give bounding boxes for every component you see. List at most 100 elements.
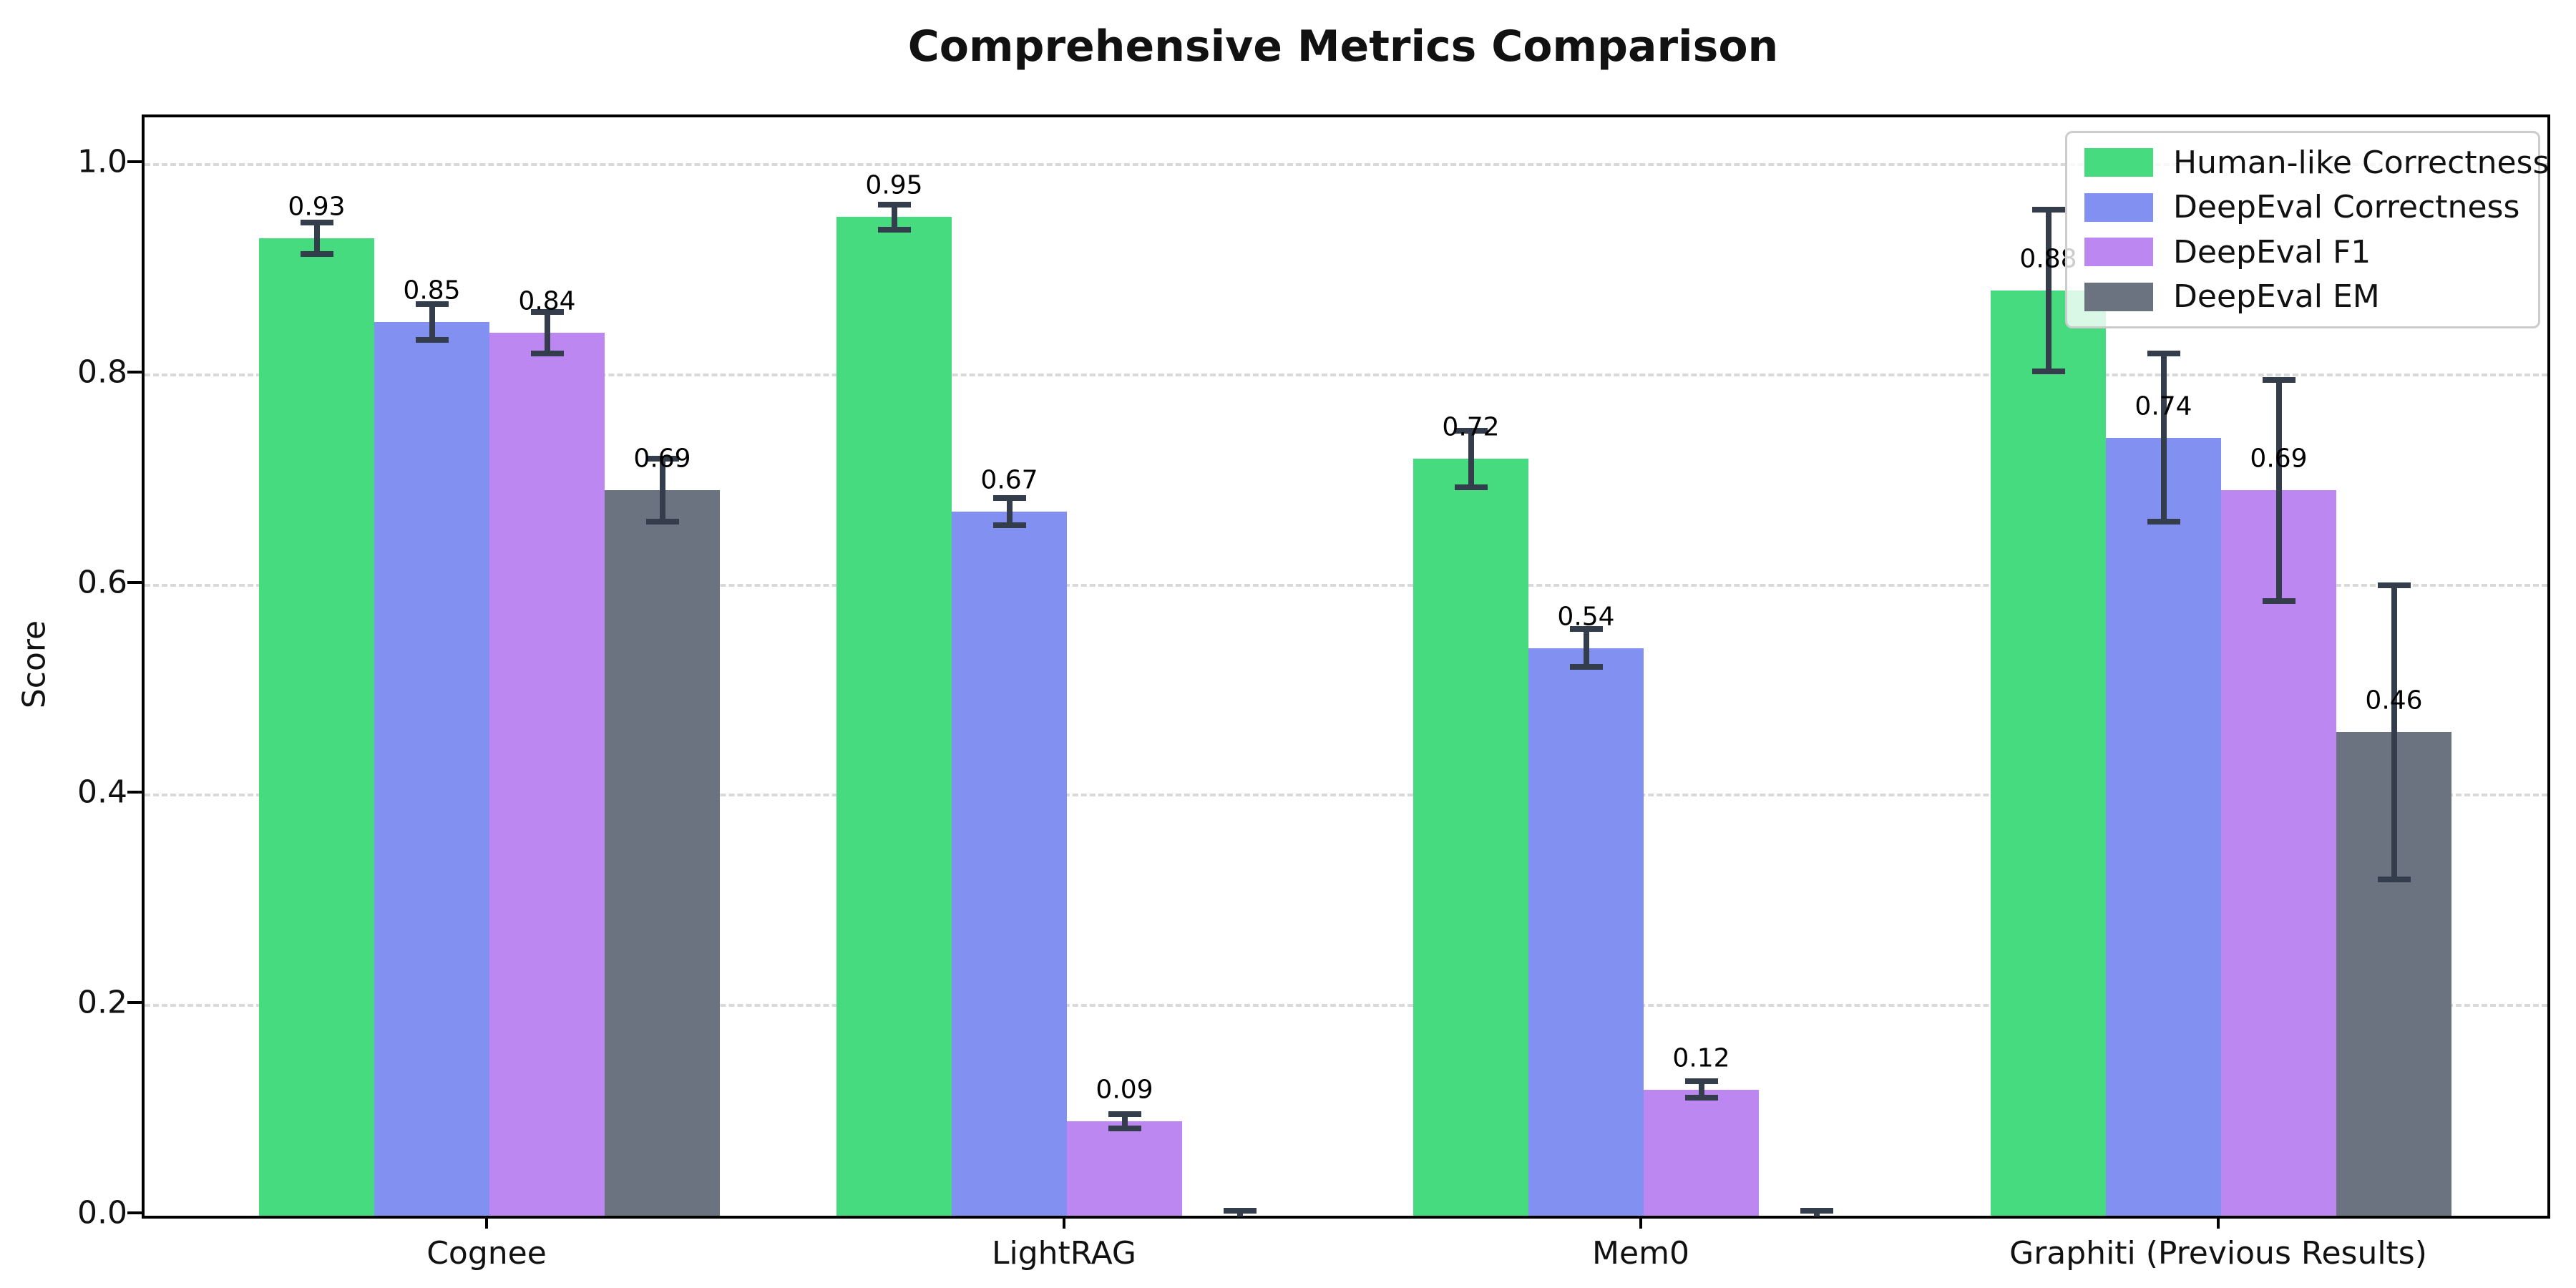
bar-value-label-series0-group0: 0.93: [288, 192, 346, 222]
error-cap-bottom-series2-group3: [2262, 597, 2296, 604]
error-line-series2-group1: [1121, 1113, 1128, 1129]
bar-value-label-series0-group2: 0.72: [1442, 412, 1500, 442]
x-tick-mark: [1639, 1216, 1642, 1229]
error-line-series2-group0: [544, 311, 550, 354]
error-cap-top-series3-group2: [1800, 1207, 1833, 1214]
error-cap-top-series3-group0: [645, 456, 679, 462]
error-line-series3-group3: [2391, 585, 2397, 879]
error-cap-bottom-series2-group1: [1108, 1126, 1141, 1132]
legend: Human-like Correctness DeepEval Correctn…: [2065, 131, 2549, 328]
x-tick-mark: [1063, 1216, 1065, 1229]
legend-swatch-human-like-correctness: [2084, 148, 2153, 177]
bar-series0-group2: [1413, 459, 1528, 1216]
bar-value-label-series0-group1: 0.95: [865, 170, 923, 200]
error-cap-top-series1-group0: [415, 301, 449, 308]
legend-label: DeepEval EM: [2173, 278, 2380, 316]
bar-series0-group3: [1991, 291, 2106, 1216]
legend-swatch-deepeval-em: [2084, 282, 2153, 311]
x-tick-label-2: Mem0: [1592, 1235, 1689, 1272]
chart-title: Comprehensive Metrics Comparison: [907, 21, 1779, 72]
error-cap-bottom-series0-group0: [300, 250, 333, 257]
legend-label: Human-like Correctness: [2173, 144, 2550, 181]
error-line-series3-group1: [1236, 1210, 1243, 1216]
error-cap-top-series1-group2: [1569, 626, 1603, 633]
error-cap-top-series2-group3: [2262, 377, 2296, 384]
error-cap-bottom-series0-group2: [1454, 484, 1488, 490]
bar-value-label-series1-group2: 0.54: [1557, 602, 1615, 632]
legend-swatch-deepeval-f1: [2084, 238, 2153, 267]
y-axis-label: Score: [16, 620, 53, 709]
bar-series1-group1: [952, 511, 1067, 1216]
error-line-series0-group3: [2045, 210, 2051, 372]
error-cap-top-series1-group1: [992, 494, 1026, 501]
y-tick-label-0.4: 0.4: [77, 774, 127, 811]
legend-item: DeepEval EM: [2084, 278, 2521, 315]
error-cap-top-series2-group0: [530, 308, 564, 315]
bar-value-label-series1-group0: 0.85: [403, 275, 461, 306]
legend-item: DeepEval Correctness: [2084, 189, 2521, 225]
bar-series2-group2: [1644, 1089, 1759, 1216]
bar-series1-group2: [1528, 648, 1644, 1216]
x-tick-mark: [485, 1216, 488, 1229]
error-cap-top-series3-group3: [2377, 582, 2411, 588]
error-line-series1-group1: [1006, 497, 1013, 525]
error-cap-top-series3-group1: [1223, 1207, 1257, 1214]
y-tick-label-1.0: 1.0: [77, 143, 127, 180]
legend-label: DeepEval F1: [2173, 233, 2371, 270]
y-tick-label-0.8: 0.8: [77, 353, 127, 391]
error-cap-top-series0-group2: [1454, 427, 1488, 434]
bar-series2-group1: [1067, 1121, 1182, 1216]
bar-value-label-series1-group3: 0.74: [2135, 391, 2192, 421]
error-cap-top-series0-group3: [2031, 207, 2065, 213]
y-tick-label-0.2: 0.2: [77, 984, 127, 1021]
y-tick-mark: [127, 580, 142, 584]
bar-value-label-series3-group3: 0.46: [2365, 686, 2423, 716]
legend-swatch-deepeval-correctness: [2084, 192, 2153, 222]
y-tick-mark: [127, 791, 142, 794]
y-tick-mark: [127, 1001, 142, 1005]
legend-label: DeepEval Correctness: [2173, 189, 2520, 226]
error-line-series3-group0: [659, 459, 665, 522]
x-tick-mark: [2217, 1216, 2220, 1229]
error-cap-bottom-series1-group1: [992, 522, 1026, 528]
error-line-series2-group3: [2275, 380, 2282, 601]
error-cap-top-series2-group1: [1108, 1111, 1141, 1117]
error-line-series0-group2: [1468, 430, 1474, 487]
bar-series2-group0: [489, 333, 605, 1216]
x-tick-label-0: Cognee: [426, 1235, 547, 1272]
legend-item: Human-like Correctness: [2084, 145, 2549, 181]
legend-item: DeepEval F1: [2084, 234, 2521, 270]
bar-series3-group0: [605, 490, 720, 1216]
error-line-series1-group2: [1583, 629, 1589, 668]
bar-series0-group0: [259, 238, 374, 1216]
x-tick-label-1: LightRAG: [991, 1235, 1137, 1272]
y-tick-label-0.0: 0.0: [77, 1194, 127, 1231]
bar-value-label-series2-group1: 0.09: [1096, 1075, 1153, 1105]
bar-series0-group1: [836, 217, 952, 1216]
bar-value-label-series2-group0: 0.84: [518, 286, 576, 316]
y-tick-label-0.6: 0.6: [77, 564, 127, 601]
x-tick-label-3: Graphiti (Previous Results): [2009, 1235, 2427, 1272]
bar-series1-group3: [2106, 437, 2221, 1216]
bar-value-label-series3-group0: 0.69: [633, 444, 691, 474]
error-line-series2-group2: [1698, 1080, 1704, 1098]
error-cap-bottom-series0-group1: [877, 227, 911, 233]
error-cap-bottom-series2-group2: [1684, 1095, 1718, 1101]
y-tick-mark: [127, 160, 142, 163]
bar-series1-group0: [374, 322, 489, 1216]
y-tick-mark: [127, 1211, 142, 1214]
error-line-series1-group0: [429, 304, 435, 341]
error-cap-bottom-series3-group3: [2377, 876, 2411, 882]
error-cap-bottom-series1-group2: [1569, 664, 1603, 670]
error-cap-bottom-series2-group0: [530, 351, 564, 357]
gridline-0.4: [145, 794, 2547, 797]
gridline-0.8: [145, 373, 2547, 376]
bar-series2-group3: [2221, 490, 2336, 1216]
error-cap-bottom-series1-group3: [2147, 519, 2180, 525]
error-line-series0-group0: [313, 222, 320, 254]
gridline-0.2: [145, 1004, 2547, 1008]
error-cap-top-series0-group0: [300, 219, 333, 225]
error-cap-bottom-series1-group0: [415, 337, 449, 343]
error-line-series3-group2: [1813, 1210, 1820, 1216]
